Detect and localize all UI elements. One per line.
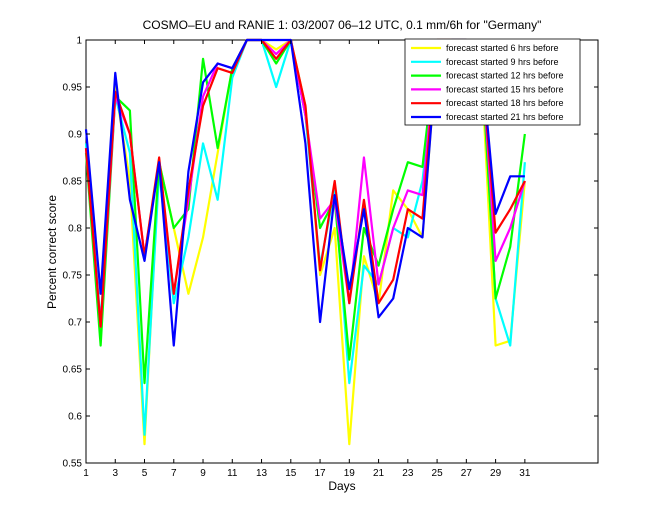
x-tick-label: 11 <box>227 468 238 479</box>
y-tick-label: 0.85 <box>63 177 83 188</box>
x-tick-label: 23 <box>402 468 414 479</box>
y-tick-label: 0.65 <box>63 365 83 376</box>
chart-title: COSMO–EU and RANIE 1: 03/2007 06–12 UTC,… <box>143 18 542 32</box>
y-tick-label: 0.75 <box>63 271 83 282</box>
legend-label: forecast started 6 hrs before <box>446 43 559 53</box>
y-tick-label: 0.95 <box>63 83 83 94</box>
x-axis-label: Days <box>328 479 355 493</box>
y-tick-label: 0.9 <box>68 130 82 141</box>
x-tick-label: 29 <box>490 468 502 479</box>
x-tick-label: 1 <box>83 468 89 479</box>
x-tick-label: 7 <box>171 468 177 479</box>
y-tick-label: 0.8 <box>68 224 82 235</box>
y-tick-label: 0.6 <box>68 412 82 423</box>
x-tick-label: 27 <box>461 468 473 479</box>
x-tick-label: 3 <box>112 468 118 479</box>
legend-label: forecast started 9 hrs before <box>446 57 559 67</box>
x-tick-label: 5 <box>142 468 148 479</box>
x-tick-label: 19 <box>344 468 356 479</box>
legend-label: forecast started 18 hrs before <box>446 98 564 108</box>
x-tick-label: 15 <box>285 468 297 479</box>
y-axis-label: Percent correct score <box>45 195 59 309</box>
y-tick-label: 0.7 <box>68 318 82 329</box>
legend: forecast started 6 hrs before forecast st… <box>404 38 581 126</box>
y-tick-label: 0.55 <box>63 459 83 470</box>
legend-label: forecast started 21 hrs before <box>446 112 564 122</box>
legend-label: forecast started 12 hrs before <box>446 71 564 81</box>
x-tick-label: 9 <box>200 468 206 479</box>
x-tick-label: 13 <box>256 468 268 479</box>
legend-label: forecast started 15 hrs before <box>446 84 564 94</box>
x-axis-ticks: 1 3 5 7 9 11 13 15 17 19 21 23 25 27 29 31 <box>83 40 531 479</box>
y-axis-ticks: 0.55 0.6 0.65 0.7 0.75 0.8 0.85 0.9 0.95 1 <box>63 36 598 470</box>
x-tick-label: 25 <box>432 468 444 479</box>
x-tick-label: 31 <box>519 468 531 479</box>
x-tick-label: 17 <box>314 468 326 479</box>
x-tick-label: 21 <box>373 468 385 479</box>
legend-box <box>404 38 581 126</box>
y-tick-label: 1 <box>76 36 82 47</box>
